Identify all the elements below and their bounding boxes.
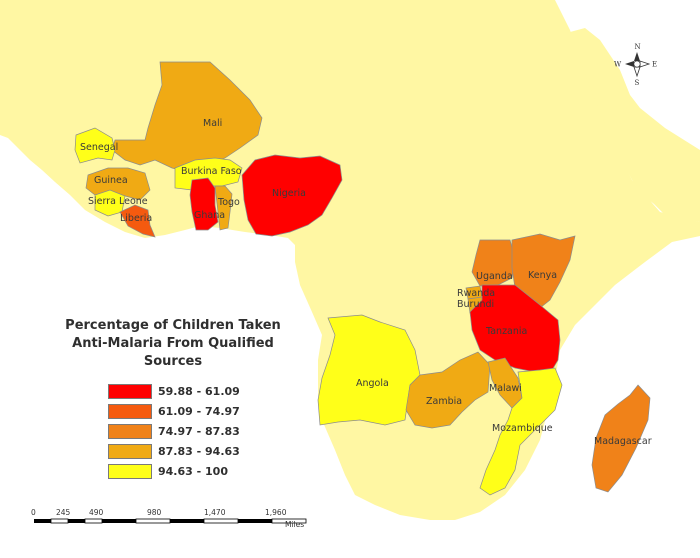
scale-seg-8 [203,518,239,524]
label-burundi: Burundi [457,299,494,310]
label-rwanda: Rwanda [457,288,495,299]
scale-seg-1 [34,519,51,523]
legend-item: 94.63 - 100 [108,461,288,481]
scale-seg-10 [271,518,307,524]
scale-tick-1960: 1,960 [265,508,287,517]
country-madagascar[interactable] [591,384,651,493]
legend-swatch [108,443,152,459]
legend-label: 74.97 - 87.83 [158,424,240,438]
scale-tick-490: 490 [89,508,104,517]
legend-swatch [108,383,152,399]
country-mozambique[interactable] [479,367,563,496]
legend-swatch [108,423,152,439]
label-zambia: Zambia [426,396,462,407]
country-liberia[interactable] [119,204,156,238]
legend-label: 87.83 - 94.63 [158,444,240,458]
legend-item: 61.09 - 74.97 [108,401,288,421]
label-angola: Angola [356,378,389,389]
scale-tick-0: 0 [31,508,36,517]
scale-seg-7 [170,519,204,523]
country-togo[interactable] [214,185,233,231]
scale-bar: 0 245 490 980 1,470 1,960 Miles [31,508,307,529]
country-guinea[interactable] [85,167,151,201]
label-liberia: Liberia [120,213,152,224]
label-burkina-faso: Burkina Faso [181,166,242,177]
scale-tick-1470: 1,470 [204,508,226,517]
legend: Percentage of Children Taken Anti-Malari… [58,317,288,481]
compass-north-arrow [634,52,640,61]
label-ghana: Ghana [194,210,225,221]
country-angola[interactable] [317,314,421,426]
compass-e-label: E [652,61,657,69]
label-mozambique: Mozambique [492,423,553,434]
country-nigeria[interactable] [241,154,343,237]
scale-seg-2 [50,518,69,524]
land-arabia [635,160,700,222]
scale-seg-3 [68,519,85,523]
country-senegal[interactable] [74,127,116,164]
legend-swatch [108,463,152,479]
label-togo: Togo [217,197,240,208]
compass-west-arrow [625,61,634,67]
label-kenya: Kenya [528,270,557,281]
legend-label: 94.63 - 100 [158,464,228,478]
label-senegal: Senegal [80,142,118,153]
label-mali: Mali [203,118,222,129]
compass-s-label: S [635,79,640,87]
country-mali[interactable] [111,61,263,173]
country-zambia[interactable] [405,351,491,429]
label-tanzania: Tanzania [485,326,527,337]
scale-seg-4 [84,518,103,524]
legend-title-line1: Percentage of Children Taken [65,318,281,333]
scale-tick-980: 980 [147,508,162,517]
legend-item: 59.88 - 61.09 [108,381,288,401]
scale-seg-9 [238,519,272,523]
scale-seg-5 [102,519,136,523]
label-sierra-leone: Sierra Leone [88,196,148,207]
label-nigeria: Nigeria [272,188,306,199]
country-ghana[interactable] [189,177,219,231]
legend-item: 87.83 - 94.63 [108,441,288,461]
legend-label: 59.88 - 61.09 [158,384,240,398]
compass-w-label: W [614,61,622,69]
countries [74,61,651,496]
legend-swatch [108,403,152,419]
label-guinea: Guinea [94,175,128,186]
legend-item: 74.97 - 87.83 [108,421,288,441]
compass-n-label: N [635,43,641,51]
country-labels: Mali Senegal Burkina Faso Guinea Sierra … [80,118,652,447]
legend-label: 61.09 - 74.97 [158,404,240,418]
scale-tick-245: 245 [56,508,71,517]
compass-center [633,60,641,68]
compass-rose: N S E W [614,43,657,87]
scale-seg-6 [135,518,171,524]
label-uganda: Uganda [476,271,513,282]
label-malawi: Malawi [489,383,522,394]
legend-title: Percentage of Children Taken Anti-Malari… [58,317,288,371]
scale-unit: Miles [285,520,304,529]
legend-title-line2: Anti-Malaria From Qualified Sources [72,336,274,369]
label-madagascar: Madagascar [594,436,652,447]
